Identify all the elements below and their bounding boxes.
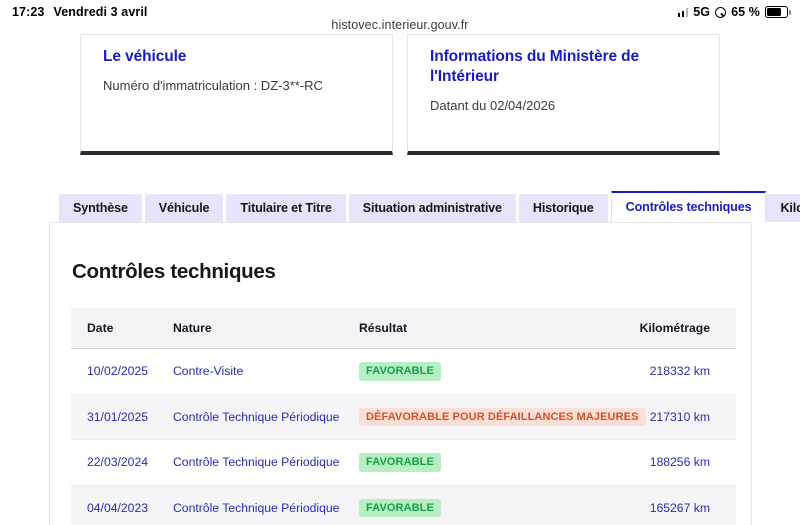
table-row: 10/02/2025 Contre-Visite FAVORABLE 21833… — [71, 348, 736, 395]
vehicle-card: Le véhicule Numéro d'immatriculation : D… — [80, 34, 393, 155]
column-header-date: Date — [71, 308, 157, 349]
cell-kilometrage: 217310 km — [633, 394, 736, 440]
cell-kilometrage: 188256 km — [633, 439, 736, 486]
status-badge: FAVORABLE — [359, 453, 441, 472]
signal-bars-icon — [677, 7, 689, 17]
vehicle-card-title: Le véhicule — [103, 48, 187, 65]
cell-nature: Contrôle Technique Périodique — [157, 439, 343, 486]
ministry-date-line: Datant du 02/04/2026 — [430, 97, 556, 113]
battery-icon — [765, 6, 791, 18]
vehicle-registration-line: Numéro d'immatriculation : DZ-3**-RC — [103, 77, 323, 93]
cell-nature: Contrôle Technique Périodique — [157, 394, 343, 440]
table-container: Date Nature Résultat Kilométrage 10/02/2… — [71, 308, 736, 525]
browser-url-bar[interactable]: histovec.interieur.gouv.fr — [0, 18, 800, 32]
ios-status-bar: 17:23 Vendredi 3 avril 5G 65 % — [0, 0, 800, 24]
tab-vehicule[interactable]: Véhicule — [144, 194, 227, 222]
location-services-icon — [715, 6, 727, 18]
cell-date: 04/04/2023 — [71, 485, 157, 525]
status-bar-right: 5G 65 % — [677, 5, 791, 19]
tab-kilometrage[interactable]: Kilométrage — [766, 194, 800, 222]
page-scroll-region[interactable]: Le véhicule Numéro d'immatriculation : D… — [0, 34, 800, 525]
table-row: 04/04/2023 Contrôle Technique Périodique… — [71, 485, 736, 525]
url-text: histovec.interieur.gouv.fr — [331, 18, 469, 32]
cell-date: 22/03/2024 — [71, 439, 157, 486]
column-header-kilometrage: Kilométrage — [633, 308, 736, 349]
clock-date: Vendredi 3 avril — [53, 5, 148, 19]
controles-techniques-table: Date Nature Résultat Kilométrage 10/02/2… — [71, 308, 736, 525]
cell-nature: Contrôle Technique Périodique — [157, 485, 343, 525]
status-badge: DÉFAVORABLE POUR DÉFAILLANCES MAJEURES — [359, 407, 646, 426]
summary-cards: Le véhicule Numéro d'immatriculation : D… — [80, 34, 720, 155]
network-type-label: 5G — [693, 5, 711, 19]
content-panel: Contrôles techniques Date Nature Résulta… — [49, 222, 752, 525]
table-head: Date Nature Résultat Kilométrage — [71, 308, 736, 349]
tab-controles-techniques[interactable]: Contrôles techniques — [610, 191, 767, 222]
ministry-info-card: Informations du Ministère de l'Intérieur… — [407, 34, 720, 155]
cell-resultat: FAVORABLE — [343, 439, 633, 486]
cell-resultat: FAVORABLE — [343, 485, 633, 525]
table-row: 31/01/2025 Contrôle Technique Périodique… — [71, 394, 736, 440]
ministry-card-title: Informations du Ministère de l'Intérieur — [430, 48, 640, 85]
tab-bar: Synthèse Véhicule Titulaire et Titre Sit… — [59, 191, 800, 222]
tab-historique[interactable]: Historique — [518, 194, 611, 222]
cell-kilometrage: 165267 km — [633, 485, 736, 525]
status-bar-left: 17:23 Vendredi 3 avril — [12, 5, 148, 19]
table-header-row: Date Nature Résultat Kilométrage — [71, 308, 736, 349]
column-header-nature: Nature — [157, 308, 343, 349]
tab-synthese[interactable]: Synthèse — [59, 194, 145, 222]
cell-nature: Contre-Visite — [157, 348, 343, 395]
battery-percent-label: 65 % — [731, 5, 760, 19]
page-title: Contrôles techniques — [72, 260, 276, 283]
cell-kilometrage: 218332 km — [633, 348, 736, 395]
tab-titulaire-et-titre[interactable]: Titulaire et Titre — [226, 194, 349, 222]
column-header-resultat: Résultat — [343, 308, 633, 349]
tab-situation-administrative[interactable]: Situation administrative — [348, 194, 519, 222]
clock-time: 17:23 — [12, 5, 45, 19]
cell-date: 10/02/2025 — [71, 348, 157, 395]
cell-resultat: FAVORABLE — [343, 348, 633, 395]
table-body: 10/02/2025 Contre-Visite FAVORABLE 21833… — [71, 348, 736, 525]
cell-date: 31/01/2025 — [71, 394, 157, 440]
cell-resultat: DÉFAVORABLE POUR DÉFAILLANCES MAJEURES — [343, 394, 646, 440]
status-badge: FAVORABLE — [359, 498, 441, 517]
table-row: 22/03/2024 Contrôle Technique Périodique… — [71, 439, 736, 486]
status-badge: FAVORABLE — [359, 362, 441, 381]
